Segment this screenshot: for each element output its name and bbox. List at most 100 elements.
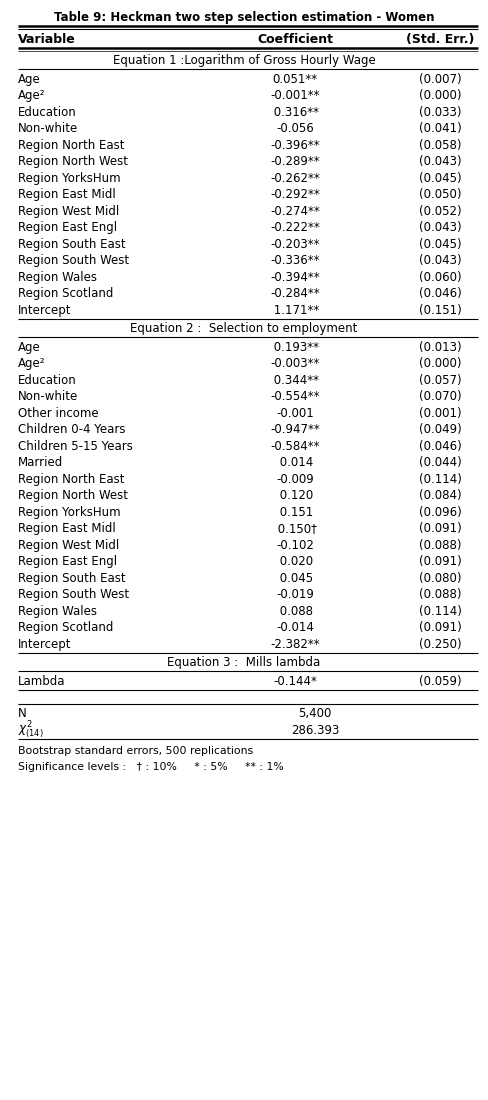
Text: Region South East: Region South East [18,572,125,585]
Text: -0.056: -0.056 [276,122,314,135]
Text: (0.046): (0.046) [419,287,461,300]
Text: (0.049): (0.049) [419,424,461,437]
Text: Non-white: Non-white [18,122,78,135]
Text: (0.091): (0.091) [419,522,461,536]
Text: 0.051**: 0.051** [272,73,318,86]
Text: (0.080): (0.080) [419,572,461,585]
Text: Married: Married [18,456,63,470]
Text: Region Wales: Region Wales [18,605,97,618]
Text: Coefficient: Coefficient [257,33,333,46]
Text: 0.088: 0.088 [277,605,313,618]
Text: (0.096): (0.096) [419,506,461,519]
Text: -0.396**: -0.396** [270,139,320,152]
Text: -0.019: -0.019 [276,588,314,602]
Text: 0.020: 0.020 [276,556,314,569]
Text: Other income: Other income [18,407,99,420]
Text: (0.045): (0.045) [419,172,461,185]
Text: Children 0-4 Years: Children 0-4 Years [18,424,125,437]
Text: 0.120: 0.120 [276,490,314,503]
Text: 0.150†: 0.150† [274,522,316,536]
Text: 0.045: 0.045 [276,572,314,585]
Text: Children 5-15 Years: Children 5-15 Years [18,440,133,453]
Text: Region South East: Region South East [18,238,125,251]
Text: Equation 3 :  Mills lambda: Equation 3 : Mills lambda [167,657,321,669]
Text: (0.043): (0.043) [419,221,461,234]
Text: (0.007): (0.007) [419,73,461,86]
Text: Bootstrap standard errors, 500 replications: Bootstrap standard errors, 500 replicati… [18,746,253,756]
Text: Region North East: Region North East [18,139,124,152]
Text: Education: Education [18,374,77,387]
Text: -0.554**: -0.554** [270,390,320,404]
Text: -0.009: -0.009 [276,473,314,486]
Text: Age: Age [18,73,41,86]
Text: Region North West: Region North West [18,490,128,503]
Text: -0.144*: -0.144* [273,674,317,688]
Text: -0.014: -0.014 [276,621,314,635]
Text: Intercept: Intercept [18,304,72,317]
Text: (0.013): (0.013) [419,341,461,354]
Text: Region West Midl: Region West Midl [18,539,119,552]
Text: Region Scotland: Region Scotland [18,287,113,300]
Text: Equation 2 :  Selection to employment: Equation 2 : Selection to employment [130,322,358,335]
Text: $\chi^2_{(14)}$: $\chi^2_{(14)}$ [18,719,43,741]
Text: -0.001**: -0.001** [270,89,320,102]
Text: -0.336**: -0.336** [270,254,320,267]
Text: Significance levels :   † : 10%     * : 5%     ** : 1%: Significance levels : † : 10% * : 5% ** … [18,762,284,772]
Text: -0.284**: -0.284** [270,287,320,300]
Text: Region North West: Region North West [18,155,128,168]
Text: 5,400: 5,400 [298,707,332,721]
Text: (0.088): (0.088) [419,588,461,602]
Text: (0.043): (0.043) [419,254,461,267]
Text: -0.394**: -0.394** [270,271,320,284]
Text: (0.046): (0.046) [419,440,461,453]
Text: 1.171**: 1.171** [270,304,320,317]
Text: (0.091): (0.091) [419,621,461,635]
Text: (0.052): (0.052) [419,205,461,218]
Text: Age: Age [18,341,41,354]
Text: Table 9: Heckman two step selection estimation - Women: Table 9: Heckman two step selection esti… [54,11,434,23]
Text: (0.114): (0.114) [419,605,462,618]
Text: Region South West: Region South West [18,254,129,267]
Text: -0.292**: -0.292** [270,188,320,201]
Text: (0.057): (0.057) [419,374,461,387]
Text: Region Scotland: Region Scotland [18,621,113,635]
Text: 0.193**: 0.193** [270,341,320,354]
Text: 0.151: 0.151 [276,506,314,519]
Text: (0.114): (0.114) [419,473,462,486]
Text: Region East Midl: Region East Midl [18,522,116,536]
Text: Education: Education [18,106,77,119]
Text: Region East Midl: Region East Midl [18,188,116,201]
Text: Age²: Age² [18,358,45,371]
Text: Age²: Age² [18,89,45,102]
Text: (0.250): (0.250) [419,638,461,651]
Text: 0.014: 0.014 [276,456,314,470]
Text: Lambda: Lambda [18,674,65,688]
Text: Region South West: Region South West [18,588,129,602]
Text: 0.344**: 0.344** [270,374,320,387]
Text: Region Wales: Region Wales [18,271,97,284]
Text: Non-white: Non-white [18,390,78,404]
Text: -0.947**: -0.947** [270,424,320,437]
Text: -0.102: -0.102 [276,539,314,552]
Text: (0.070): (0.070) [419,390,461,404]
Text: Region North East: Region North East [18,473,124,486]
Text: -0.274**: -0.274** [270,205,320,218]
Text: Equation 1 :Logarithm of Gross Hourly Wage: Equation 1 :Logarithm of Gross Hourly Wa… [113,54,375,67]
Text: (0.084): (0.084) [419,490,461,503]
Text: Variable: Variable [18,33,76,46]
Text: (0.088): (0.088) [419,539,461,552]
Text: (0.091): (0.091) [419,556,461,569]
Text: (0.033): (0.033) [419,106,461,119]
Text: -2.382**: -2.382** [270,638,320,651]
Text: (0.050): (0.050) [419,188,461,201]
Text: (0.000): (0.000) [419,89,461,102]
Text: (0.045): (0.045) [419,238,461,251]
Text: -0.003**: -0.003** [270,358,320,371]
Text: -0.262**: -0.262** [270,172,320,185]
Text: N: N [18,707,27,721]
Text: -0.203**: -0.203** [270,238,320,251]
Text: (Std. Err.): (Std. Err.) [406,33,474,46]
Text: (0.151): (0.151) [419,304,461,317]
Text: (0.000): (0.000) [419,358,461,371]
Text: (0.041): (0.041) [419,122,461,135]
